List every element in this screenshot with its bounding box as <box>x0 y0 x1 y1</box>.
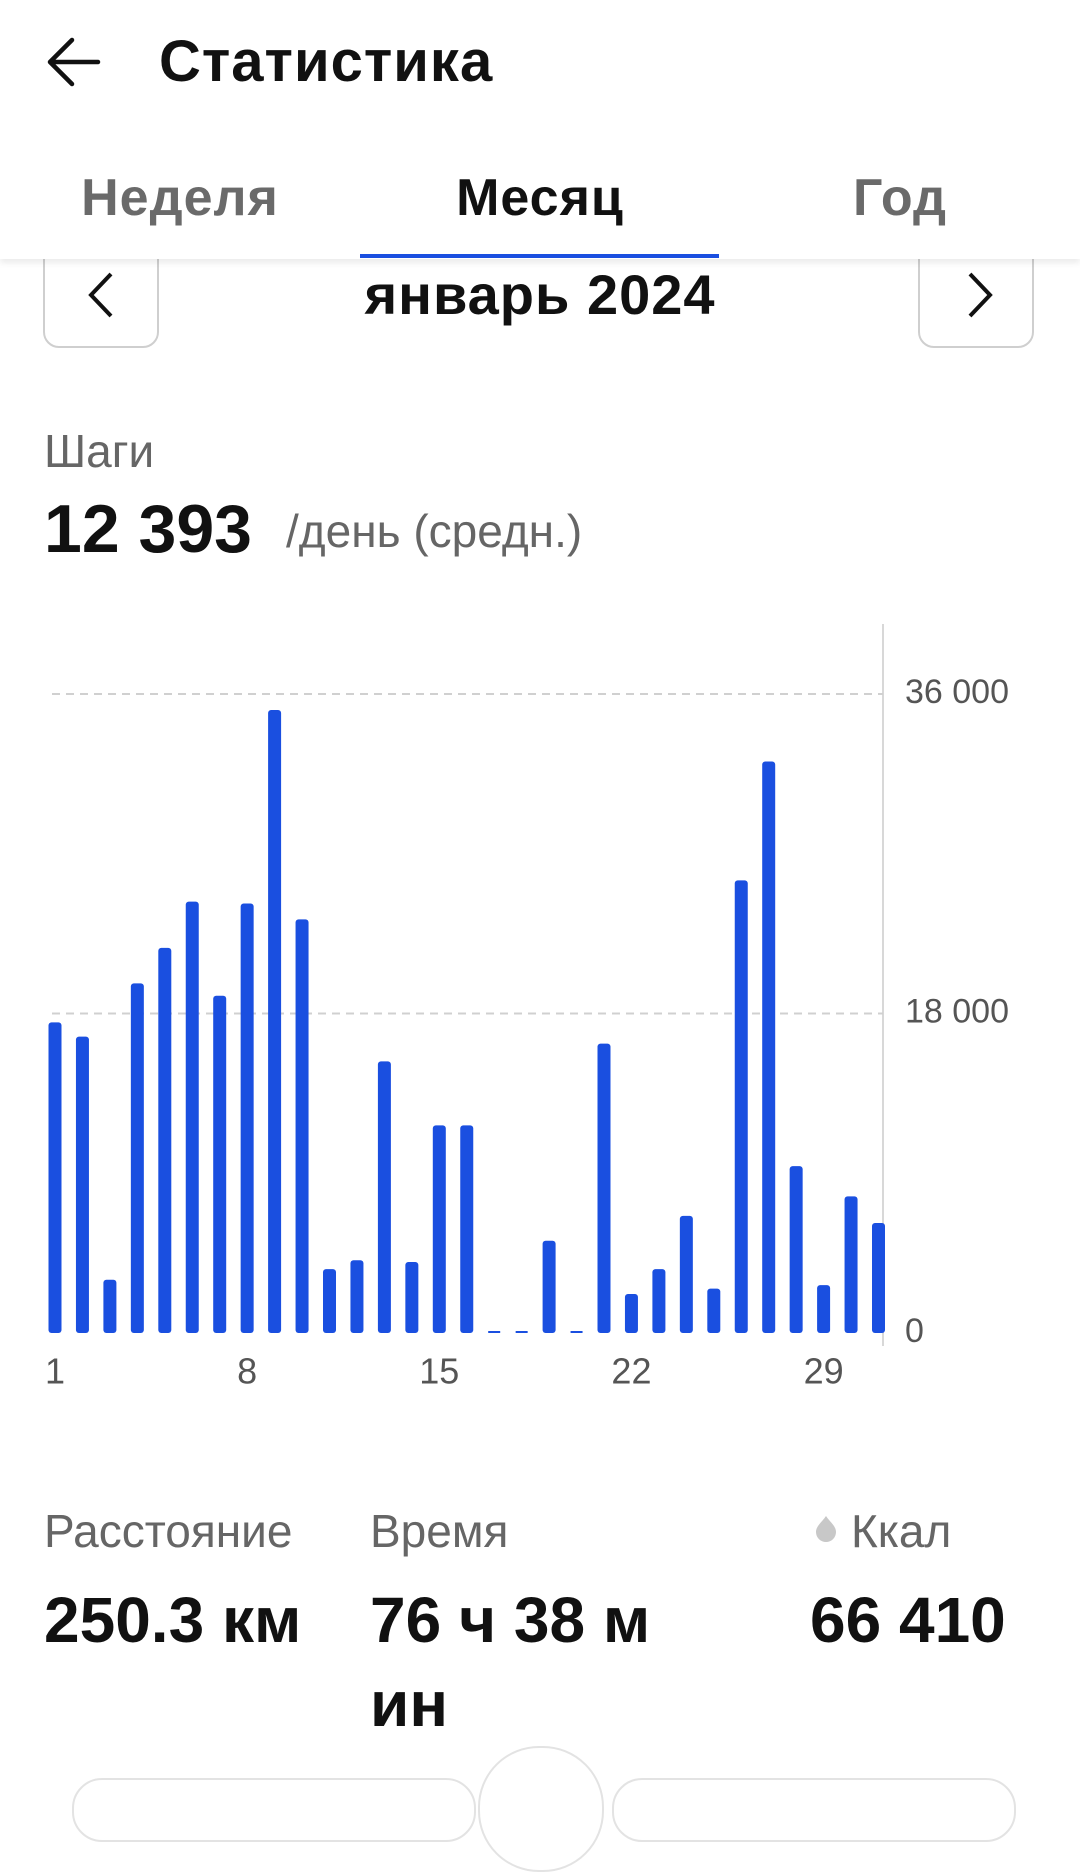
bar <box>844 1196 858 1333</box>
bar <box>707 1288 721 1333</box>
bar <box>679 1215 693 1333</box>
y-tick-label: 0 <box>905 1312 924 1350</box>
bar <box>460 1125 474 1333</box>
bar <box>185 901 199 1333</box>
period-label: январь 2024 <box>364 263 716 326</box>
bar <box>515 1331 528 1333</box>
stat-label: Расстояние <box>44 1505 293 1557</box>
bar <box>624 1293 638 1333</box>
flame-icon <box>816 1516 836 1542</box>
fab[interactable] <box>478 1746 604 1872</box>
chevron-left <box>88 272 113 318</box>
y-tick-label: 36 000 <box>905 673 1009 711</box>
chart: 0 18 000 36 000 1 8 15 22 29 <box>45 624 1009 1392</box>
stat-label: Ккал <box>851 1505 952 1557</box>
x-tick-label: 1 <box>45 1351 65 1392</box>
x-tick-label: 15 <box>419 1351 459 1392</box>
app-bar: Статистика Неделя Месяц Год <box>0 0 1080 259</box>
y-tick-label: 18 000 <box>905 992 1009 1030</box>
x-tick-label: 29 <box>804 1351 844 1392</box>
bar <box>542 1240 556 1333</box>
bar <box>597 1043 611 1333</box>
bar <box>75 1036 89 1333</box>
bar <box>350 1260 364 1333</box>
bar <box>432 1125 446 1333</box>
bar <box>488 1331 501 1333</box>
stat-value: 76 ч 38 мин <box>370 1584 651 1740</box>
bar <box>213 995 227 1333</box>
metric-unit: /день (средн.) <box>286 505 583 557</box>
bottom-button[interactable] <box>612 1778 1016 1842</box>
stat-label: Время <box>370 1505 509 1557</box>
bar <box>789 1166 803 1333</box>
page-title: Статистика <box>159 29 494 94</box>
bar <box>872 1222 885 1333</box>
x-tick-label: 8 <box>237 1351 257 1392</box>
bar <box>240 903 254 1333</box>
tab-indicator <box>360 254 719 258</box>
bar <box>817 1285 831 1333</box>
bar <box>48 1022 62 1333</box>
bar <box>652 1269 666 1333</box>
metric-value: 12 393 <box>44 491 252 567</box>
bar <box>405 1262 419 1333</box>
x-tick-label: 22 <box>611 1351 651 1392</box>
bar <box>130 983 144 1333</box>
bar <box>268 709 282 1333</box>
tab[interactable]: Год <box>853 169 947 227</box>
bar <box>323 1269 336 1333</box>
metric-label: Шаги <box>44 425 155 477</box>
bar <box>570 1331 583 1333</box>
bar <box>295 919 309 1333</box>
bar <box>158 947 172 1333</box>
bar <box>377 1061 391 1333</box>
stat-value: 250.3 км <box>44 1584 302 1656</box>
stat-value: 66 410 <box>810 1584 1006 1656</box>
back-button[interactable] <box>44 34 104 90</box>
bar <box>103 1279 117 1333</box>
bottom-button[interactable] <box>72 1778 476 1842</box>
tab[interactable]: Неделя <box>81 169 279 227</box>
chevron-right <box>968 272 993 318</box>
bar <box>762 761 776 1333</box>
tab[interactable]: Месяц <box>456 169 624 227</box>
bar <box>734 880 748 1333</box>
